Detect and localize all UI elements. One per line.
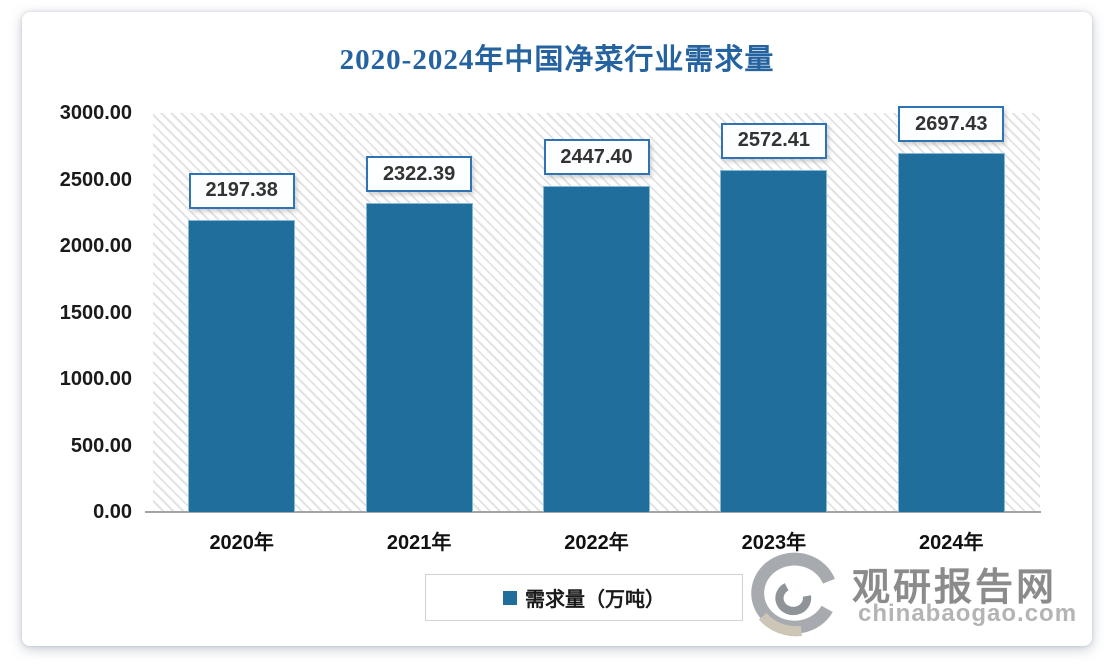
y-axis-tick-label: 2000.00 <box>59 235 132 257</box>
bar-2023年 <box>720 169 828 512</box>
y-axis-tick-label: 0.00 <box>93 501 132 523</box>
watermark-url: chinabaogao.com <box>858 600 1078 627</box>
legend: 需求量（万吨） <box>425 574 743 621</box>
watermark-name: 观研报告网 <box>852 567 1058 609</box>
bar-2021年 <box>365 203 473 512</box>
bar-2024年 <box>897 153 1005 512</box>
bar-value-label: 2697.43 <box>898 106 1005 143</box>
bar-2020年 <box>188 219 296 512</box>
legend-swatch-icon <box>503 590 517 605</box>
bar-value-label: 2447.40 <box>543 139 650 176</box>
y-axis-tick-label: 500.00 <box>70 434 132 457</box>
bar-value-label: 2197.38 <box>188 172 295 209</box>
legend-label: 需求量（万吨） <box>525 589 665 611</box>
y-axis-tick-label: 2500.00 <box>59 168 132 191</box>
y-axis-tick-label: 3000.00 <box>59 102 132 124</box>
watermark-logo-icon <box>751 552 835 637</box>
bar-value-label: 2572.41 <box>720 122 827 159</box>
watermark: 观研报告网 chinabaogao.com <box>740 548 1100 643</box>
x-axis-category-label: 2024年 <box>919 532 984 554</box>
x-axis-category-label: 2023年 <box>741 532 807 554</box>
chart-title: 2020-2024年中国净菜行业需求量 <box>339 44 775 76</box>
bar-2022年 <box>543 186 650 512</box>
bar-value-label: 2322.39 <box>366 156 473 193</box>
x-axis-line <box>145 511 1041 513</box>
y-axis-tick-label: 1500.00 <box>59 301 132 324</box>
x-axis-category-label: 2021年 <box>386 532 452 554</box>
x-axis-category-label: 2020年 <box>209 532 274 554</box>
y-axis-tick-label: 1000.00 <box>59 368 132 390</box>
x-axis-category-label: 2022年 <box>564 532 629 554</box>
